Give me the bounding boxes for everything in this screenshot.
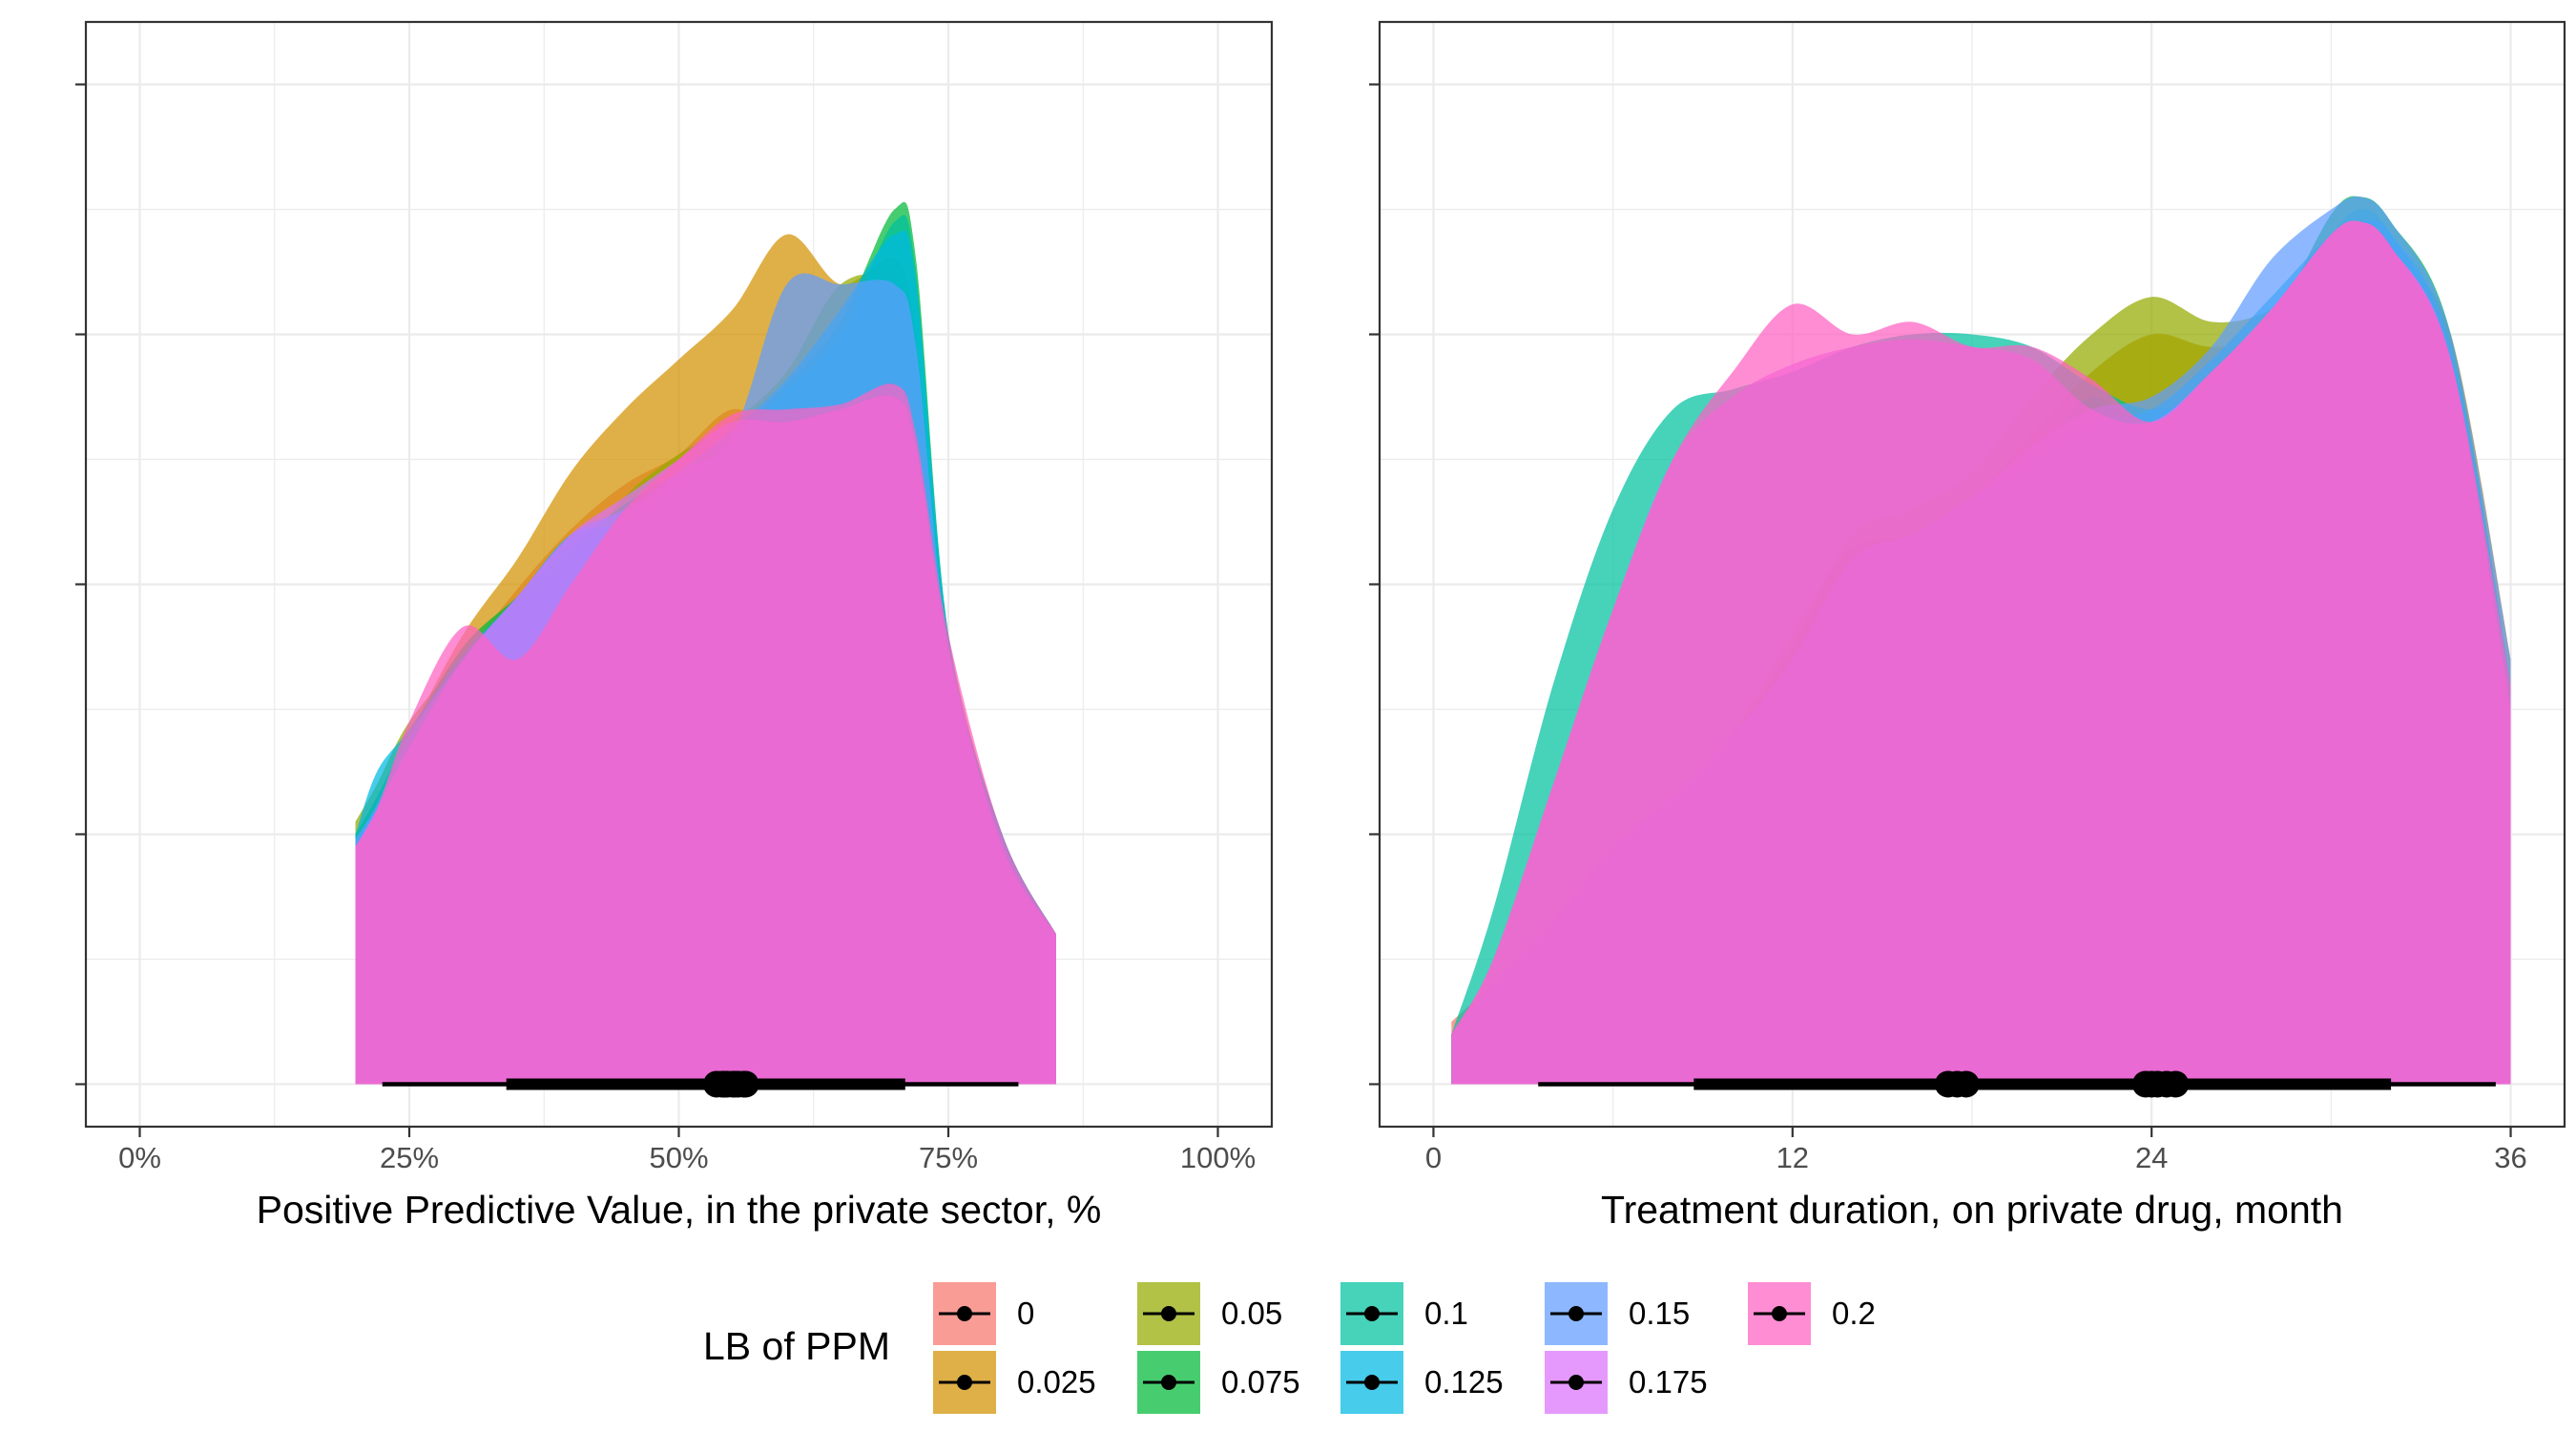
interval-point	[732, 1070, 759, 1098]
legend-entry-label: 0.15	[1629, 1296, 1690, 1331]
panel-duration-densities	[1451, 196, 2511, 1085]
legend-entry-0.125: 0.125	[1340, 1351, 1504, 1414]
legend-keys: 0 0.025 0.05 0.075 0.1 0.125 0.15 0.175 0.2	[933, 1282, 1876, 1414]
interval-point	[2162, 1070, 2190, 1098]
panel-ppv-densities	[355, 201, 1056, 1085]
legend-key-point	[1568, 1375, 1584, 1390]
panel-duration-y-ticks	[1369, 83, 1380, 1086]
x-tick-label: 0	[1425, 1141, 1442, 1174]
x-tick-label: 75%	[919, 1141, 978, 1174]
legend-key-point	[1364, 1306, 1380, 1321]
legend-entry-0.025: 0.025	[933, 1351, 1096, 1414]
legend-key-point	[1568, 1306, 1584, 1321]
legend-key-point	[1161, 1375, 1176, 1390]
x-tick-label: 25%	[380, 1141, 439, 1174]
density-area-0.2	[355, 384, 1056, 1085]
legend-key-point	[957, 1375, 972, 1390]
x-tick-label: 36	[2494, 1141, 2526, 1174]
density-area-0.2	[1451, 220, 2511, 1085]
legend-entry-0.075: 0.075	[1137, 1351, 1300, 1414]
legend-entry-0.1: 0.1	[1340, 1282, 1468, 1345]
panel-ppv-x-axis-title: Positive Predictive Value, in the privat…	[257, 1188, 1102, 1232]
legend-entry-label: 0.2	[1832, 1296, 1876, 1331]
legend-key-point	[1772, 1306, 1787, 1321]
legend-entry-label: 0	[1017, 1296, 1034, 1331]
legend-entry-label: 0.125	[1424, 1364, 1504, 1400]
legend-entry-0.175: 0.175	[1545, 1351, 1708, 1414]
panel-duration-interval	[1538, 1070, 2496, 1098]
legend-key-point	[1161, 1306, 1176, 1321]
legend-entry-label: 0.1	[1424, 1296, 1468, 1331]
x-tick-label: 12	[1776, 1141, 1809, 1174]
legend-entry-0.2: 0.2	[1748, 1282, 1876, 1345]
legend-key-point	[1364, 1375, 1380, 1390]
x-tick-label: 50%	[649, 1141, 708, 1174]
x-tick-label: 24	[2135, 1141, 2168, 1174]
panel-duration: 0 12 24 36 Treatment duration, on private d…	[1369, 20, 2566, 1232]
legend-entry-label: 0.05	[1221, 1296, 1282, 1331]
panel-ppv-x-ticks: 0% 25% 50% 75% 100%	[118, 1127, 1256, 1174]
legend-entry-0.05: 0.05	[1137, 1282, 1282, 1345]
panel-ppv-y-ticks	[75, 83, 86, 1086]
panel-duration-x-ticks: 0 12 24 36	[1425, 1127, 2527, 1174]
panel-duration-border	[1378, 20, 2566, 1129]
legend-title: LB of PPM	[703, 1324, 890, 1368]
legend: LB of PPM 0 0.025 0.05 0.075 0.1 0.125 0.15 0.1…	[703, 1282, 1876, 1414]
legend-entry-label: 0.075	[1221, 1364, 1300, 1400]
x-tick-label: 0%	[118, 1141, 161, 1174]
legend-entry-label: 0.175	[1629, 1364, 1708, 1400]
interval-point	[1952, 1070, 1980, 1098]
legend-entry-label: 0.025	[1017, 1364, 1096, 1400]
panel-ppv: 0% 25% 50% 75% 100% Positive Predictive Valu…	[75, 20, 1274, 1232]
panel-duration-x-axis-title: Treatment duration, on private drug, mon…	[1601, 1188, 2343, 1232]
legend-entry-0.15: 0.15	[1545, 1282, 1690, 1345]
panel-ppv-interval	[382, 1070, 1019, 1098]
legend-entry-0: 0	[933, 1282, 1034, 1345]
legend-key-point	[957, 1306, 972, 1321]
x-tick-label: 100%	[1180, 1141, 1256, 1174]
